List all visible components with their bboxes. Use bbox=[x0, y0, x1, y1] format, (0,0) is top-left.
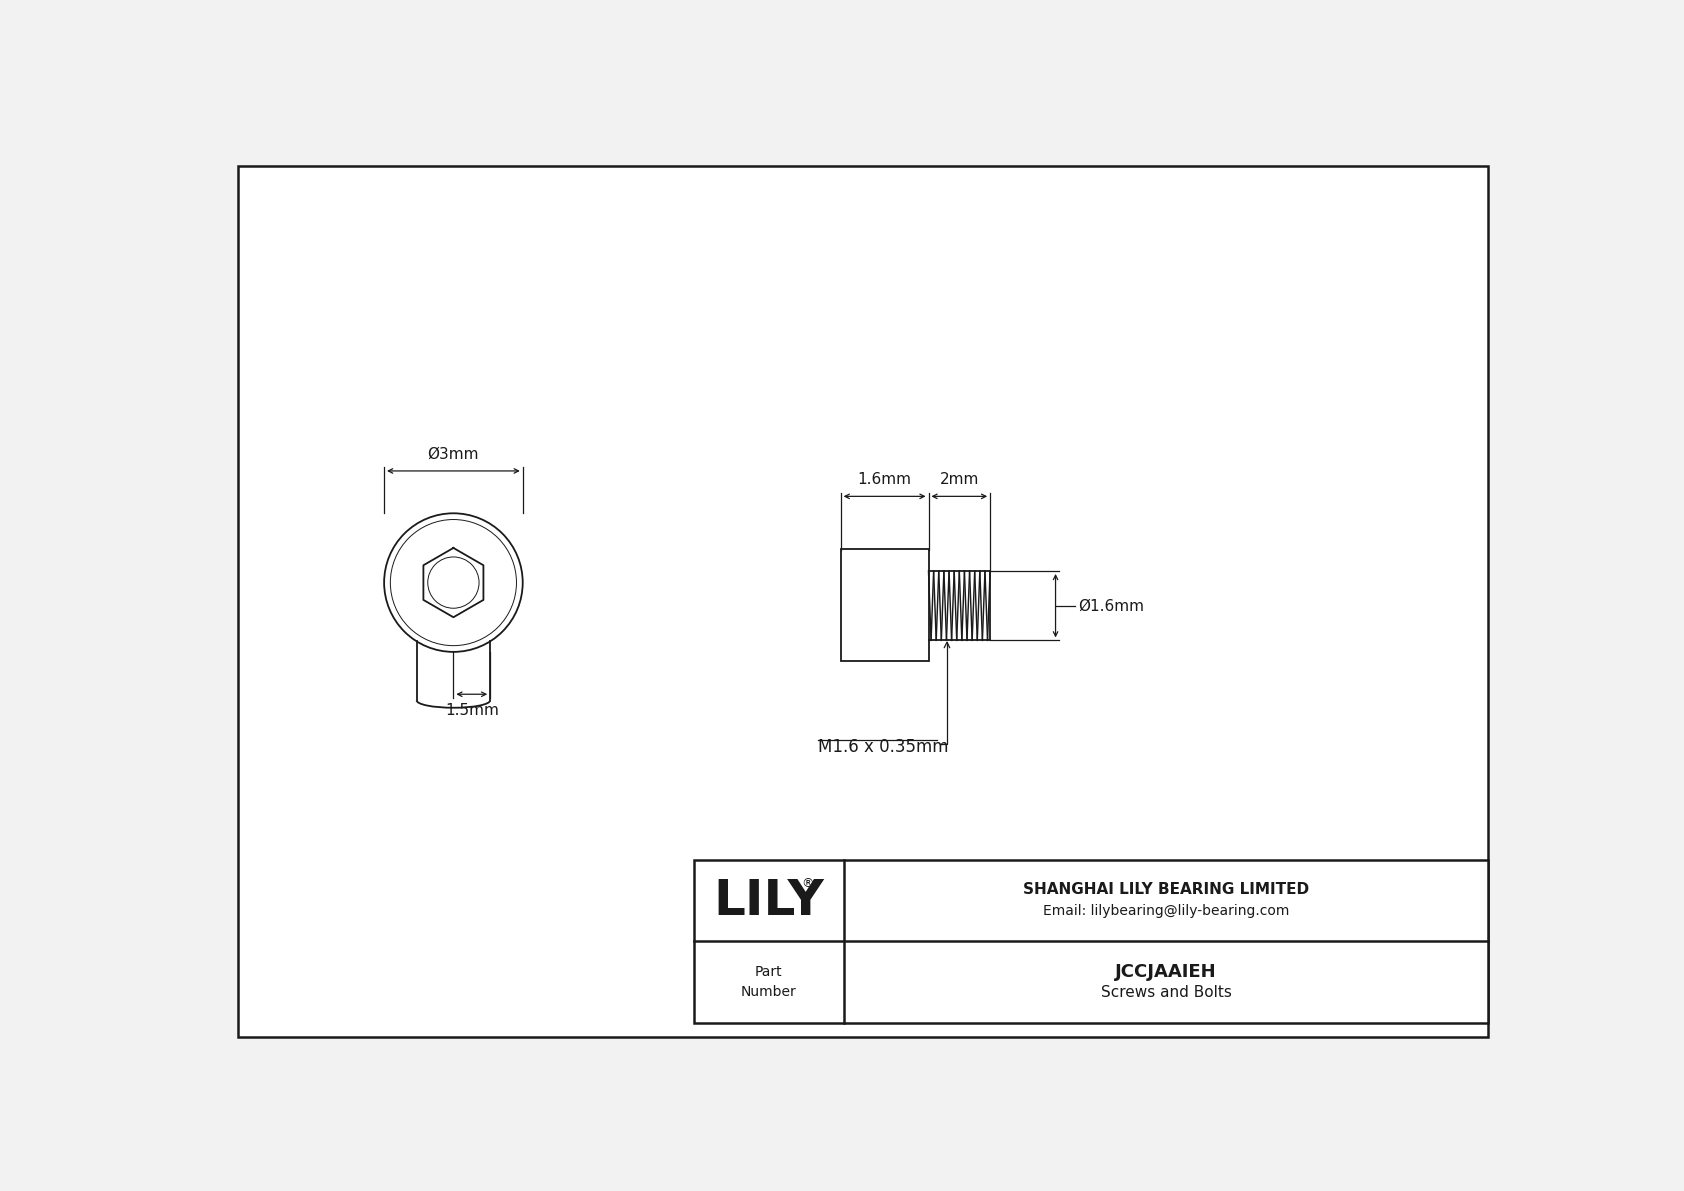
Text: 2mm: 2mm bbox=[940, 472, 978, 487]
Text: Ø1.6mm: Ø1.6mm bbox=[1079, 598, 1145, 613]
Text: Screws and Bolts: Screws and Bolts bbox=[1101, 985, 1231, 999]
Text: Part
Number: Part Number bbox=[741, 966, 797, 999]
Text: SHANGHAI LILY BEARING LIMITED: SHANGHAI LILY BEARING LIMITED bbox=[1022, 883, 1308, 897]
Text: 1.6mm: 1.6mm bbox=[857, 472, 911, 487]
Text: 1.5mm: 1.5mm bbox=[445, 704, 498, 718]
Text: M1.6 x 0.35mm: M1.6 x 0.35mm bbox=[818, 738, 948, 756]
Bar bbox=[840, 549, 930, 661]
Text: JCCJAAIEH: JCCJAAIEH bbox=[1115, 964, 1218, 981]
Text: LILY: LILY bbox=[714, 877, 823, 924]
Text: ®: ® bbox=[802, 877, 813, 890]
Bar bbox=[694, 860, 1489, 1023]
Text: Ø3mm: Ø3mm bbox=[428, 447, 480, 462]
Text: Email: lilybearing@lily-bearing.com: Email: lilybearing@lily-bearing.com bbox=[1042, 904, 1290, 918]
